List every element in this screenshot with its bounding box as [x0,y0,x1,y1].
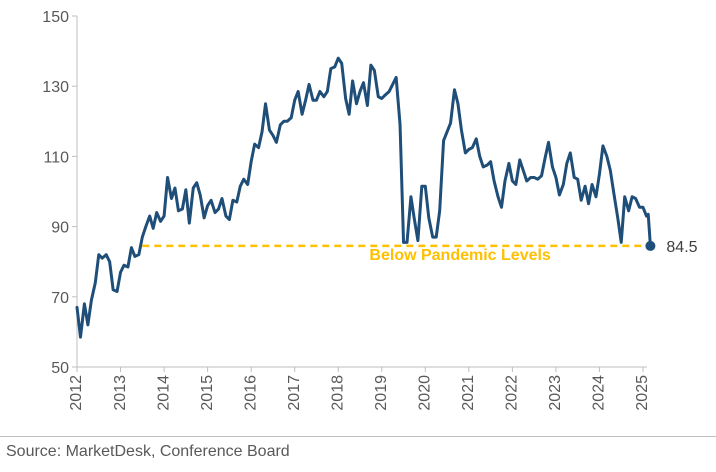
tick-labels: 50 70 90 110 130 150 2012 2013 2014 2015 2016 2017 2… [42,9,651,411]
annotation-label: Below Pandemic Levels [369,247,551,264]
y-tick-label: 150 [42,9,69,26]
y-tick-label: 90 [51,220,69,237]
series-line [75,56,652,339]
x-tick-label: 2025 [634,375,651,411]
x-tick-label: 2021 [460,375,477,411]
x-tick-label: 2023 [547,375,564,411]
y-tick-label: 110 [43,149,69,166]
x-tick-label: 2019 [373,375,390,411]
y-tick-label: 70 [51,290,69,307]
end-value-label: 84.5 [666,239,697,256]
y-tick-label: 50 [51,360,69,377]
x-tick-label: 2013 [112,375,129,411]
x-tick-label: 2022 [504,375,521,411]
source-note: Source: MarketDesk, Conference Board [6,443,290,460]
end-point-marker [645,240,656,251]
x-tick-label: 2024 [591,375,608,411]
x-tick-label: 2016 [242,375,259,411]
x-tick-label: 2020 [417,375,434,411]
x-tick-label: 2015 [199,375,216,411]
x-tick-label: 2017 [286,375,303,411]
annotation-layer: 84.5 Below Pandemic Levels [369,239,697,264]
x-tick-label: 2018 [329,375,346,411]
y-tick-label: 130 [42,79,69,96]
source-divider [0,436,716,437]
series-layer [75,56,652,339]
x-tick-label: 2014 [155,375,172,411]
x-tick-label: 2012 [68,375,85,411]
